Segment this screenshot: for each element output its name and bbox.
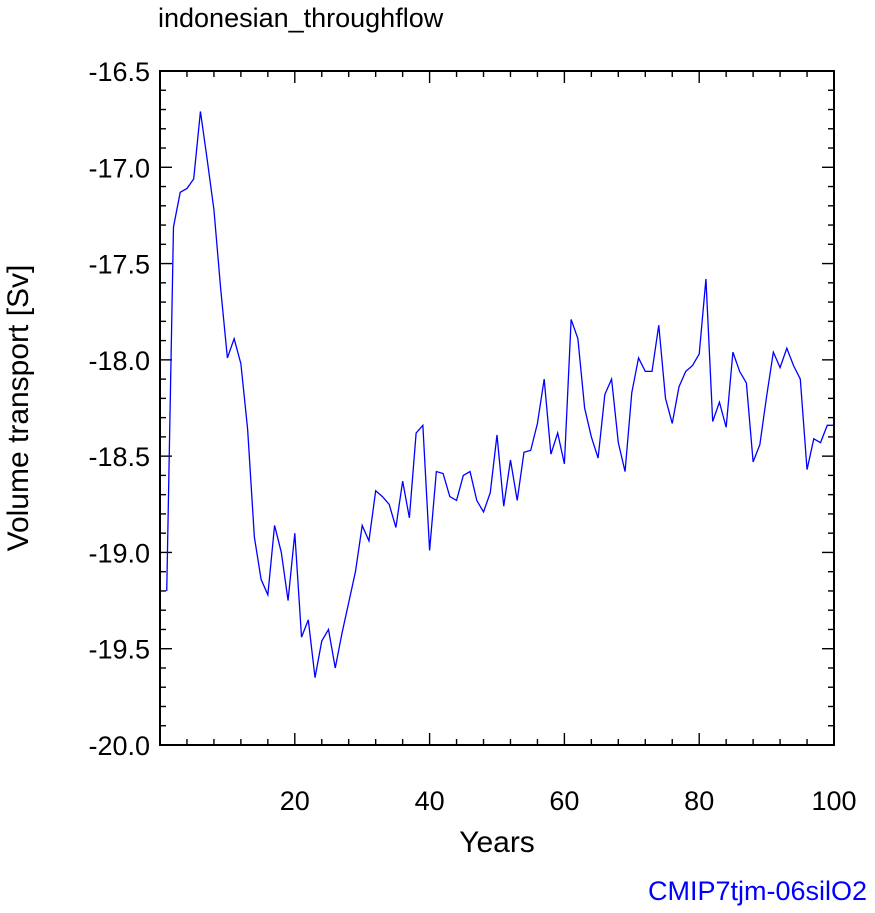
y-tick-label: -16.5 bbox=[88, 57, 150, 87]
y-tick-label: -17.0 bbox=[88, 153, 150, 183]
x-tick-labels: 20 40 60 80 100 bbox=[280, 786, 857, 816]
x-tick-label: 40 bbox=[415, 786, 445, 816]
y-tick-label: -18.0 bbox=[88, 346, 150, 376]
x-axis-label: Years bbox=[459, 826, 535, 859]
y-tick-label: -20.0 bbox=[88, 731, 150, 761]
footer-label: CMIP7tjm-06silO2 bbox=[647, 876, 867, 906]
series-line bbox=[166, 111, 834, 678]
x-tick-label: 20 bbox=[280, 786, 310, 816]
y-tick-labels: -16.5 -17.0 -17.5 -18.0 -18.5 -19.0 -19.5 -20.0 bbox=[88, 57, 150, 761]
x-tick-label: 60 bbox=[549, 786, 579, 816]
y-axis-label: Volume transport [Sv] bbox=[2, 265, 35, 552]
x-tick-label: 100 bbox=[811, 786, 856, 816]
plot-area-frame bbox=[159, 70, 835, 746]
y-tick-label: -19.5 bbox=[88, 635, 150, 665]
y-tick-label: -18.5 bbox=[88, 442, 150, 472]
chart-title: indonesian_throughflow bbox=[158, 3, 444, 33]
axis-ticks bbox=[160, 70, 835, 746]
x-tick-label: 80 bbox=[684, 786, 714, 816]
y-tick-label: -17.5 bbox=[88, 250, 150, 280]
y-tick-label: -19.0 bbox=[88, 538, 150, 568]
